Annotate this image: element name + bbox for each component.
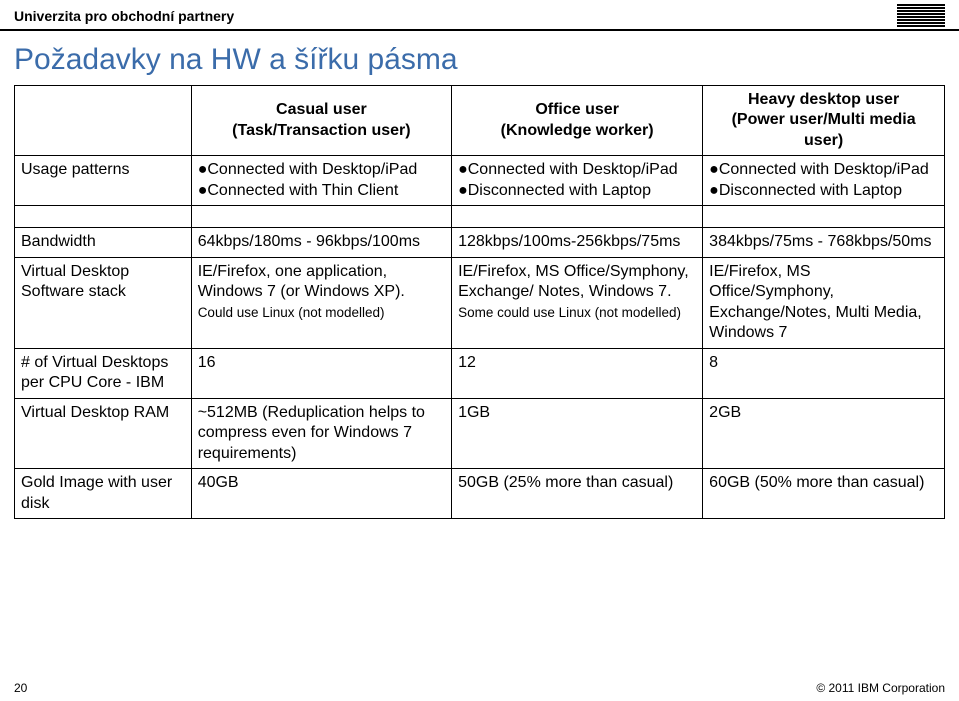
bullet-icon: ● — [709, 182, 719, 199]
requirements-table: Casual user (Task/Transaction user) Offi… — [14, 85, 945, 519]
label-software: Virtual Desktop Software stack — [15, 257, 192, 348]
header-office: Office user (Knowledge worker) — [452, 86, 703, 156]
software-casual-small: Could use Linux (not modelled) — [198, 305, 385, 320]
software-office-main: IE/Firefox, MS Office/Symphony, Exchange… — [458, 263, 689, 300]
bullet-icon: ● — [198, 161, 208, 178]
label-desktops: # of Virtual Desktops per CPU Core - IBM — [15, 348, 192, 398]
row-desktops: # of Virtual Desktops per CPU Core - IBM… — [15, 348, 945, 398]
bullet-icon: ● — [458, 182, 468, 199]
header-office-l1: Office user — [535, 101, 619, 118]
bullet-icon: ● — [198, 182, 208, 199]
footer: 20 © 2011 IBM Corporation — [14, 681, 945, 695]
cell-usage-casual: ●Connected with Desktop/iPad ●Connected … — [191, 156, 451, 206]
header-bar: Univerzita pro obchodní partnery — [0, 0, 959, 31]
usage-casual-b: Connected with Thin Client — [207, 182, 398, 199]
row-software: Virtual Desktop Software stack IE/Firefo… — [15, 257, 945, 348]
header-heavy-l3: user) — [804, 132, 843, 149]
cell-software-office: IE/Firefox, MS Office/Symphony, Exchange… — [452, 257, 703, 348]
cell-gold-office: 50GB (25% more than casual) — [452, 469, 703, 519]
cell-bandwidth-office: 128kbps/100ms-256kbps/75ms — [452, 228, 703, 257]
content-area: Casual user (Task/Transaction user) Offi… — [0, 85, 959, 519]
header-casual-l2: (Task/Transaction user) — [232, 122, 410, 139]
header-heavy-l1: Heavy desktop user — [748, 91, 899, 108]
software-casual-main: IE/Firefox, one application, Windows 7 (… — [198, 263, 405, 300]
page-number: 20 — [14, 681, 27, 695]
header-office-l2: (Knowledge worker) — [501, 122, 654, 139]
usage-heavy-b: Disconnected with Laptop — [719, 182, 902, 199]
row-gap — [15, 206, 945, 228]
cell-desktops-casual: 16 — [191, 348, 451, 398]
cell-software-heavy: IE/Firefox, MS Office/Symphony, Exchange… — [703, 257, 945, 348]
cell-desktops-office: 12 — [452, 348, 703, 398]
bullet-icon: ● — [709, 161, 719, 178]
copyright: © 2011 IBM Corporation — [816, 681, 945, 695]
label-usage: Usage patterns — [15, 156, 192, 206]
bullet-icon: ● — [458, 161, 468, 178]
row-usage-patterns: Usage patterns ●Connected with Desktop/i… — [15, 156, 945, 206]
header-casual-l1: Casual user — [276, 101, 367, 118]
cell-bandwidth-heavy: 384kbps/75ms - 768kbps/50ms — [703, 228, 945, 257]
cell-gold-casual: 40GB — [191, 469, 451, 519]
header-blank — [15, 86, 192, 156]
label-ram: Virtual Desktop RAM — [15, 398, 192, 468]
usage-heavy-a: Connected with Desktop/iPad — [719, 161, 929, 178]
software-office-small: Some could use Linux (not modelled) — [458, 305, 681, 320]
cell-ram-heavy: 2GB — [703, 398, 945, 468]
university-label: Univerzita pro obchodní partnery — [14, 8, 234, 24]
table-header-row: Casual user (Task/Transaction user) Offi… — [15, 86, 945, 156]
cell-software-casual: IE/Firefox, one application, Windows 7 (… — [191, 257, 451, 348]
header-casual: Casual user (Task/Transaction user) — [191, 86, 451, 156]
label-gold: Gold Image with user disk — [15, 469, 192, 519]
cell-bandwidth-casual: 64kbps/180ms - 96kbps/100ms — [191, 228, 451, 257]
usage-office-b: Disconnected with Laptop — [468, 182, 651, 199]
cell-gold-heavy: 60GB (50% more than casual) — [703, 469, 945, 519]
usage-office-a: Connected with Desktop/iPad — [468, 161, 678, 178]
label-bandwidth: Bandwidth — [15, 228, 192, 257]
row-bandwidth: Bandwidth 64kbps/180ms - 96kbps/100ms 12… — [15, 228, 945, 257]
page-title: Požadavky na HW a šířku pásma — [0, 31, 959, 85]
ibm-logo-icon — [897, 4, 945, 27]
cell-ram-casual: ~512MB (Reduplication helps to compress … — [191, 398, 451, 468]
cell-usage-office: ●Connected with Desktop/iPad ●Disconnect… — [452, 156, 703, 206]
header-heavy-l2: (Power user/Multi media — [732, 111, 916, 128]
software-heavy-main: IE/Firefox, MS Office/Symphony, Exchange… — [709, 263, 922, 341]
row-ram: Virtual Desktop RAM ~512MB (Reduplicatio… — [15, 398, 945, 468]
row-gold: Gold Image with user disk 40GB 50GB (25%… — [15, 469, 945, 519]
usage-casual-a: Connected with Desktop/iPad — [207, 161, 417, 178]
cell-ram-office: 1GB — [452, 398, 703, 468]
header-heavy: Heavy desktop user (Power user/Multi med… — [703, 86, 945, 156]
cell-desktops-heavy: 8 — [703, 348, 945, 398]
cell-usage-heavy: ●Connected with Desktop/iPad ●Disconnect… — [703, 156, 945, 206]
